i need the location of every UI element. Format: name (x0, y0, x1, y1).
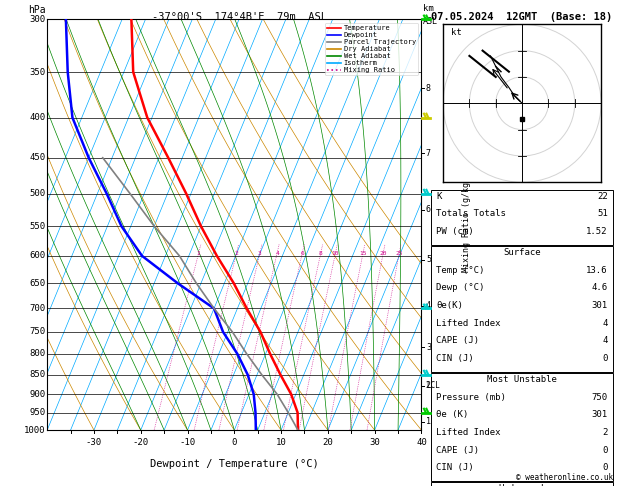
Text: 40: 40 (416, 437, 427, 447)
Text: Dewpoint / Temperature (°C): Dewpoint / Temperature (°C) (150, 459, 319, 469)
Text: 10: 10 (331, 250, 339, 256)
Text: 2: 2 (235, 250, 238, 256)
Bar (431, 373, 613, 481)
Text: 3: 3 (258, 250, 262, 256)
Text: 1: 1 (426, 417, 431, 426)
Text: Surface: Surface (503, 248, 541, 257)
Text: hPa: hPa (28, 5, 45, 16)
Text: km: km (423, 4, 434, 13)
Text: 950: 950 (29, 408, 45, 417)
Text: 750: 750 (29, 328, 45, 336)
Text: 20: 20 (379, 250, 387, 256)
Text: -10: -10 (179, 437, 196, 447)
Text: -37°00'S  174°4B'E  79m  ASL: -37°00'S 174°4B'E 79m ASL (152, 12, 326, 22)
Text: 4: 4 (426, 301, 431, 310)
Text: CAPE (J): CAPE (J) (437, 336, 479, 345)
Text: -20: -20 (133, 437, 149, 447)
Bar (431, 482, 613, 486)
Text: 30: 30 (369, 437, 380, 447)
Text: 0: 0 (603, 354, 608, 363)
Text: 1.52: 1.52 (586, 227, 608, 236)
Text: Pressure (mb): Pressure (mb) (437, 393, 506, 402)
Text: 6: 6 (301, 250, 304, 256)
Text: Temp (°C): Temp (°C) (437, 266, 485, 275)
Text: 20: 20 (323, 437, 333, 447)
Text: 4: 4 (603, 319, 608, 328)
Text: 0: 0 (603, 463, 608, 472)
Text: 4.6: 4.6 (592, 283, 608, 293)
Text: 10: 10 (276, 437, 286, 447)
Legend: Temperature, Dewpoint, Parcel Trajectory, Dry Adiabat, Wet Adiabat, Isotherm, Mi: Temperature, Dewpoint, Parcel Trajectory… (325, 23, 418, 75)
Text: -30: -30 (86, 437, 102, 447)
Text: 4: 4 (276, 250, 279, 256)
Text: 4: 4 (603, 336, 608, 345)
Text: 700: 700 (29, 304, 45, 313)
Text: Dewp (°C): Dewp (°C) (437, 283, 485, 293)
Text: 0: 0 (603, 446, 608, 454)
Text: CIN (J): CIN (J) (437, 463, 474, 472)
Text: 1: 1 (197, 250, 201, 256)
Bar (431, 246, 613, 372)
Text: 07.05.2024  12GMT  (Base: 18): 07.05.2024 12GMT (Base: 18) (431, 12, 612, 22)
Text: Hodograph: Hodograph (498, 485, 546, 486)
Text: CAPE (J): CAPE (J) (437, 446, 479, 454)
Text: Mixing Ratio (g/kg): Mixing Ratio (g/kg) (462, 177, 471, 272)
Text: 800: 800 (29, 349, 45, 359)
Text: 0: 0 (231, 437, 237, 447)
Text: 1000: 1000 (24, 426, 45, 434)
Text: Totals Totals: Totals Totals (437, 209, 506, 218)
Text: 450: 450 (29, 153, 45, 162)
Text: Most Unstable: Most Unstable (487, 375, 557, 384)
Text: Lifted Index: Lifted Index (437, 428, 501, 437)
Text: 5: 5 (426, 255, 431, 264)
Bar (431, 190, 613, 245)
Text: 2: 2 (426, 381, 431, 390)
Text: LCL: LCL (426, 381, 440, 390)
Text: 15: 15 (359, 250, 367, 256)
Text: kt: kt (451, 28, 462, 37)
Text: ASL: ASL (423, 17, 438, 26)
Text: 300: 300 (29, 15, 45, 24)
Text: 301: 301 (592, 301, 608, 310)
Text: 900: 900 (29, 390, 45, 399)
Text: 850: 850 (29, 370, 45, 379)
Text: 3: 3 (426, 343, 431, 351)
Text: 301: 301 (592, 410, 608, 419)
Text: Lifted Index: Lifted Index (437, 319, 501, 328)
Text: 2: 2 (603, 428, 608, 437)
Text: 6: 6 (426, 205, 431, 214)
Text: © weatheronline.co.uk: © weatheronline.co.uk (516, 473, 613, 482)
Text: 750: 750 (592, 393, 608, 402)
Text: 400: 400 (29, 113, 45, 122)
Text: 7: 7 (426, 149, 431, 157)
Text: K: K (437, 192, 442, 201)
Text: CIN (J): CIN (J) (437, 354, 474, 363)
Text: PW (cm): PW (cm) (437, 227, 474, 236)
Text: 51: 51 (597, 209, 608, 218)
Text: 8: 8 (319, 250, 323, 256)
Text: 650: 650 (29, 278, 45, 288)
Text: 350: 350 (29, 68, 45, 76)
Text: 22: 22 (597, 192, 608, 201)
Text: θe (K): θe (K) (437, 410, 469, 419)
Text: 500: 500 (29, 189, 45, 198)
Text: 600: 600 (29, 251, 45, 260)
Text: 13.6: 13.6 (586, 266, 608, 275)
Text: 25: 25 (396, 250, 403, 256)
Text: 8: 8 (426, 84, 431, 93)
Text: θe(K): θe(K) (437, 301, 463, 310)
Text: 550: 550 (29, 222, 45, 231)
